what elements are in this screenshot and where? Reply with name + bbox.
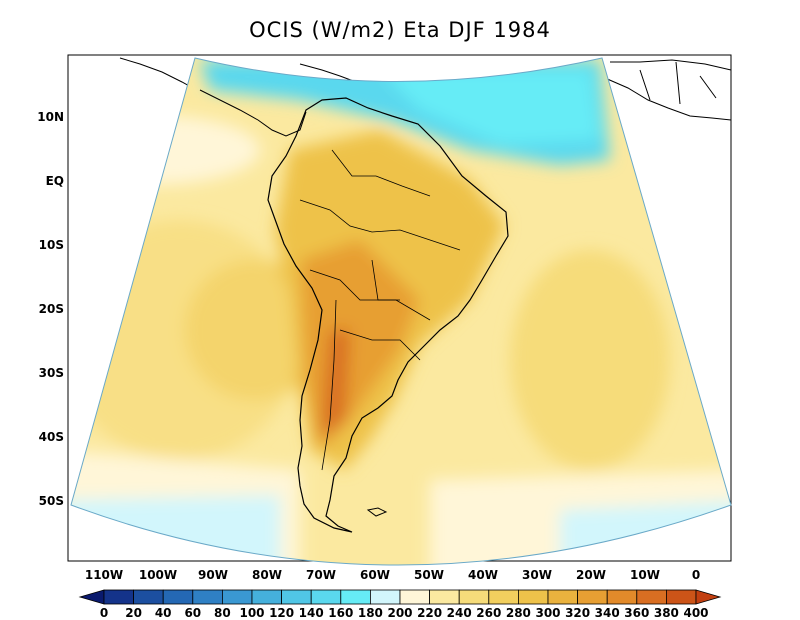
lat-label: 10N: [37, 110, 64, 124]
colorbar-tick-label: 260: [476, 606, 502, 620]
colorbar-tick-label: 220: [417, 606, 443, 620]
lat-label: 10S: [38, 238, 64, 252]
lon-label: 10W: [630, 568, 660, 582]
colorbar-tick-label: 180: [357, 606, 383, 620]
colorbar-tick-label: 200: [387, 606, 413, 620]
lon-label: 60W: [360, 568, 390, 582]
south-america-coastline: [267, 97, 509, 533]
lat-label: 50S: [38, 494, 64, 508]
colorbar-tick-label: 280: [505, 606, 531, 620]
lon-label: 110W: [84, 568, 124, 582]
colorbar-tick-label: 40: [154, 606, 172, 620]
colorbar-tick-label: 0: [99, 606, 109, 620]
colorbar-tick-label: 120: [269, 606, 295, 620]
colorbar-tick-label: 320: [565, 606, 591, 620]
lat-label: 40S: [38, 430, 64, 444]
country-borders: [299, 149, 461, 471]
colorbar-tick-label: 340: [594, 606, 620, 620]
lon-label: 70W: [306, 568, 336, 582]
lon-label: 90W: [198, 568, 228, 582]
colorbar-tick-label: 140: [298, 606, 324, 620]
colorbar-tick-label: 80: [214, 606, 231, 620]
colorbar-tick-label: 300: [535, 606, 561, 620]
lon-label: 20W: [576, 568, 606, 582]
lon-label: 50W: [414, 568, 444, 582]
lon-label: 40W: [468, 568, 498, 582]
lon-label: 100W: [138, 568, 178, 582]
colorbar-tick-label: 240: [446, 606, 472, 620]
map-title: OCIS (W/m2) Eta DJF 1984: [249, 18, 551, 42]
lat-label: EQ: [45, 174, 64, 188]
lon-label: 0: [691, 568, 701, 582]
central-america-coastline: [199, 89, 307, 137]
lat-label: 20S: [38, 302, 64, 316]
colorbar-tick-label: 400: [683, 606, 709, 620]
domain-boundary: [70, 57, 732, 566]
colorbar-tick-label: 380: [653, 606, 679, 620]
lon-label: 30W: [522, 568, 552, 582]
lon-label: 80W: [252, 568, 282, 582]
falkland-islands: [366, 507, 388, 517]
colorbar-tick-label: 100: [239, 606, 265, 620]
lat-label: 30S: [38, 366, 64, 380]
colorbar-tick-label: 20: [125, 606, 142, 620]
colorbar-tick-label: 360: [624, 606, 650, 620]
colorbar-tick-label: 160: [328, 606, 354, 620]
colorbar-tick-label: 60: [184, 606, 202, 620]
